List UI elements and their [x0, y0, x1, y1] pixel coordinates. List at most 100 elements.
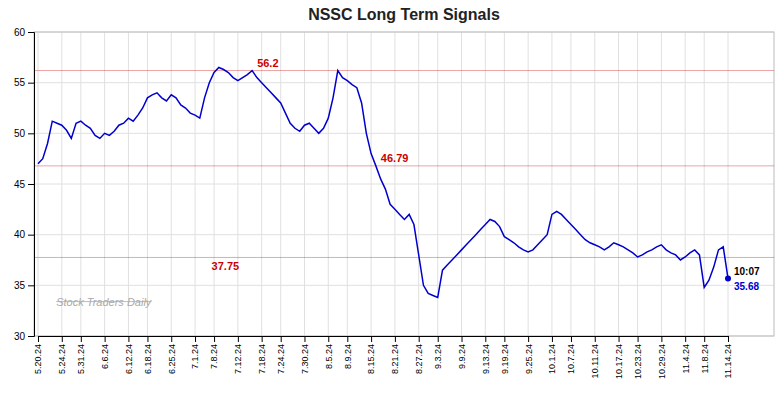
tick-mark: [28, 133, 34, 134]
tick-mark: [528, 336, 529, 342]
tick-label: 10.7.24: [566, 344, 576, 374]
tick-mark: [38, 336, 39, 342]
tick-label: 6.6.24: [100, 344, 110, 369]
tick-mark: [571, 336, 572, 342]
watermark-strike: [56, 301, 151, 302]
tick: 5.31.24: [76, 336, 86, 374]
tick-label: 40: [14, 229, 26, 240]
tick: 50: [14, 128, 34, 139]
tick-mark: [395, 336, 396, 342]
watermark: Stock Traders Daily: [56, 296, 153, 308]
grid-line-x: [551, 32, 552, 336]
grid-line-x: [371, 32, 372, 336]
tick-mark: [704, 336, 705, 342]
tick-mark: [438, 336, 439, 342]
tick-label: 8.15.24: [366, 344, 376, 374]
tick-label: 8.9.24: [343, 344, 353, 369]
y-axis: 30354045505560: [14, 27, 35, 342]
tick: 10.17.24: [614, 336, 624, 379]
signal-label: 56.2: [257, 57, 278, 69]
plot: 303540455055605.20.245.24.245.31.246.6.2…: [14, 27, 774, 379]
tick-mark: [281, 336, 282, 342]
tick: 10.1.24: [547, 336, 557, 374]
tick-label: 8.5.24: [324, 344, 334, 369]
tick-label: 9.19.24: [500, 344, 510, 374]
tick: 10.11.24: [590, 336, 600, 378]
tick-mark: [661, 336, 662, 342]
tick: 9.19.24: [500, 336, 510, 374]
grid-line-x: [661, 32, 662, 336]
tick-label: 11.8.24: [700, 344, 710, 373]
annotations: 56.246.7937.7510:0735.68Stock Traders Da…: [56, 57, 760, 308]
plot-frame: [34, 32, 774, 336]
tick: 11.4.24: [681, 336, 691, 373]
tick: 8.15.24: [366, 336, 376, 374]
grid-line-y: [34, 82, 774, 83]
tick-label: 7.8.24: [209, 344, 219, 369]
tick-label: 7.24.24: [276, 344, 286, 374]
grid-line-x: [570, 32, 571, 336]
signal-line: [34, 257, 774, 258]
tick: 55: [14, 77, 34, 88]
grid-line-y: [34, 184, 774, 185]
tick-mark: [328, 336, 329, 342]
tick-label: 11.4.24: [681, 344, 691, 373]
tick-mark: [728, 336, 729, 342]
grid-line-x: [171, 32, 172, 336]
tick-mark: [371, 336, 372, 342]
tick: 7.24.24: [276, 336, 286, 374]
marks: [34, 67, 774, 297]
tick-label: 45: [14, 179, 26, 190]
tick-mark: [62, 336, 63, 342]
tick-mark: [28, 285, 34, 286]
tick-label: 5.20.24: [33, 344, 43, 374]
tick: 9.3.24: [433, 336, 443, 369]
tick: 9.9.24: [457, 336, 467, 369]
grid-line-x: [594, 32, 595, 336]
grid-line-x: [214, 32, 215, 336]
tick-label: 5.24.24: [57, 344, 67, 374]
tick-mark: [638, 336, 639, 342]
axis-line: [28, 33, 35, 337]
tick: 9.13.24: [481, 336, 491, 374]
tick-mark: [552, 336, 553, 342]
tick-label: 10.1.24: [547, 344, 557, 374]
tick: 45: [14, 179, 34, 190]
tick-label: 8.27.24: [414, 344, 424, 374]
tick-mark: [105, 336, 106, 342]
grid-line-x: [280, 32, 281, 336]
tick: 8.9.24: [343, 336, 353, 369]
tick-mark: [28, 32, 34, 33]
tick-mark: [304, 336, 305, 342]
tick-mark: [619, 336, 620, 342]
tick-mark: [128, 336, 129, 342]
grid-line-x: [38, 32, 39, 336]
tick-mark: [485, 336, 486, 342]
grid-line-x: [704, 32, 705, 336]
tick: 7.8.24: [209, 336, 219, 369]
tick-mark: [28, 336, 34, 337]
end-point: [725, 275, 731, 281]
tick: 8.27.24: [414, 336, 424, 374]
tick-label: 5.31.24: [76, 344, 86, 374]
x-axis: 5.20.245.24.245.31.246.6.246.12.246.18.2…: [33, 336, 733, 379]
tick: 60: [14, 27, 34, 38]
grid-line-x: [80, 32, 81, 336]
signal-line: [34, 165, 774, 166]
tick: 11.8.24: [700, 336, 710, 373]
chart: 303540455055605.20.245.24.245.31.246.6.2…: [0, 0, 784, 398]
tick: 7.12.24: [233, 336, 243, 374]
grid-line-x: [195, 32, 196, 336]
tick-mark: [462, 336, 463, 342]
tick: 9.25.24: [524, 336, 534, 374]
title: NSSC Long Term Signals: [308, 6, 500, 23]
tick-label: 50: [14, 128, 26, 139]
tick-label: 7.30.24: [300, 344, 310, 374]
grid-line-x: [328, 32, 329, 336]
tick-mark: [504, 336, 505, 342]
tick: 35: [14, 280, 34, 291]
grid-line-x: [618, 32, 619, 336]
tick: 6.12.24: [124, 336, 134, 374]
grid-line-x: [418, 32, 419, 336]
signal-label: 37.75: [212, 260, 240, 272]
